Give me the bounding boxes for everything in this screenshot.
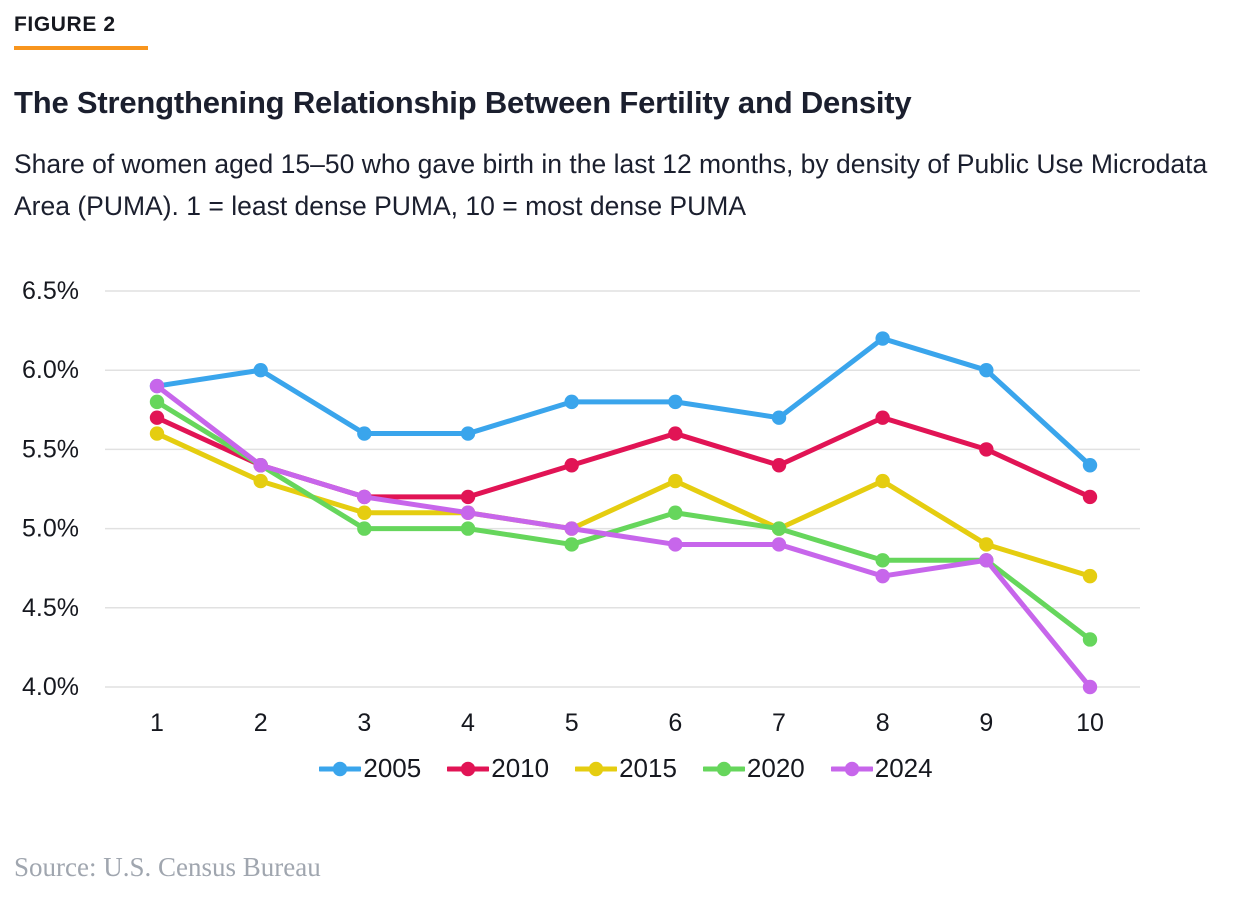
x-tick-label: 2 (254, 709, 268, 737)
data-point-2010-x8 (875, 410, 890, 425)
data-point-2024-x4 (460, 505, 476, 520)
legend-label: 2005 (363, 753, 422, 783)
legend-item-2020: 2020 (702, 753, 805, 784)
data-point-2024-x2 (253, 458, 268, 473)
figure-label: FIGURE 2 (14, 13, 116, 36)
data-point-2015-x2 (253, 473, 268, 489)
data-point-2010-x9 (979, 442, 994, 457)
data-point-2005-x3 (357, 426, 372, 441)
data-point-2020-x8 (875, 553, 890, 568)
data-point-2020-x4 (460, 521, 476, 536)
data-point-2015-x3 (357, 505, 372, 520)
data-point-2005-x9 (979, 363, 994, 378)
data-point-2024-x9 (979, 553, 994, 568)
series-line-2024 (154, 383, 1093, 690)
data-point-2024-x3 (357, 489, 372, 505)
data-point-2024-x8 (875, 568, 890, 584)
data-point-2005-x7 (771, 410, 787, 425)
x-tick-label: 7 (772, 709, 786, 737)
x-tick-label: 3 (357, 709, 371, 737)
x-tick-label: 9 (979, 709, 993, 737)
data-point-2020-x5 (564, 537, 579, 552)
series-line-2015 (154, 431, 1093, 579)
legend-item-2005: 2005 (319, 753, 421, 784)
accent-underline (14, 46, 148, 50)
legend-label: 2015 (619, 753, 677, 783)
legend-label: 2010 (491, 753, 550, 783)
data-point-2010-x10 (1082, 489, 1098, 505)
chart-legend: 2005 2010 2015 2020 2024 (0, 753, 1252, 784)
chart-subtitle: Share of women aged 15–50 who gave birth… (14, 149, 1208, 221)
data-point-2005-x6 (668, 394, 683, 410)
data-point-2005-x8 (875, 331, 890, 346)
legend-label: 2020 (746, 753, 805, 783)
series-line-2005 (154, 336, 1093, 468)
data-point-2020-x7 (771, 521, 787, 536)
legend-marker-icon (702, 761, 745, 776)
y-tick-label: 6.0% (22, 356, 79, 384)
data-point-2015-x1 (149, 426, 165, 441)
y-tick-label: 4.5% (22, 594, 79, 622)
data-point-2024-x5 (564, 521, 579, 536)
series-line-2020 (154, 399, 1093, 642)
data-point-2015-x6 (668, 473, 683, 489)
data-point-2010-x7 (771, 458, 787, 473)
x-tick-label: 6 (668, 709, 682, 737)
y-tick-label: 5.5% (22, 435, 79, 463)
data-point-2020-x10 (1082, 632, 1098, 647)
y-tick-label: 6.5% (22, 277, 79, 305)
data-point-2020-x1 (149, 394, 165, 410)
data-point-2020-x3 (357, 521, 372, 536)
x-tick-label: 8 (876, 709, 890, 737)
data-point-2024-x1 (149, 378, 165, 394)
data-point-2005-x10 (1082, 458, 1098, 473)
data-point-2005-x4 (460, 426, 476, 441)
data-point-2024-x6 (668, 537, 683, 552)
x-tick-label: 5 (565, 709, 579, 737)
data-point-2010-x5 (564, 458, 579, 473)
data-point-2024-x7 (771, 537, 787, 552)
data-point-2010-x1 (149, 410, 165, 425)
legend-marker-icon (447, 761, 490, 776)
y-tick-label: 4.0% (22, 673, 79, 701)
data-point-2005-x5 (564, 394, 579, 410)
data-point-2005-x2 (253, 363, 268, 378)
x-tick-label: 10 (1076, 709, 1104, 737)
data-point-2020-x6 (668, 505, 683, 520)
legend-marker-icon (319, 761, 362, 776)
legend-item-2010: 2010 (447, 753, 549, 784)
legend-marker-icon (575, 761, 618, 776)
data-point-2024-x10 (1082, 679, 1098, 695)
data-point-2015-x9 (979, 537, 994, 552)
source-note: Source: U.S. Census Bureau (14, 852, 321, 882)
legend-label: 2024 (874, 753, 933, 783)
legend-item-2024: 2024 (830, 753, 933, 784)
data-point-2015-x8 (875, 473, 890, 489)
data-point-2015-x10 (1082, 568, 1098, 584)
data-point-2010-x6 (668, 426, 683, 441)
chart-title: The Strengthening Relationship Between F… (14, 85, 912, 120)
legend-item-2015: 2015 (575, 753, 677, 784)
x-tick-label: 1 (150, 709, 164, 737)
legend-marker-icon (830, 761, 873, 776)
data-point-2010-x4 (460, 489, 476, 505)
y-tick-label: 5.0% (22, 515, 79, 543)
x-tick-label: 4 (461, 709, 475, 737)
